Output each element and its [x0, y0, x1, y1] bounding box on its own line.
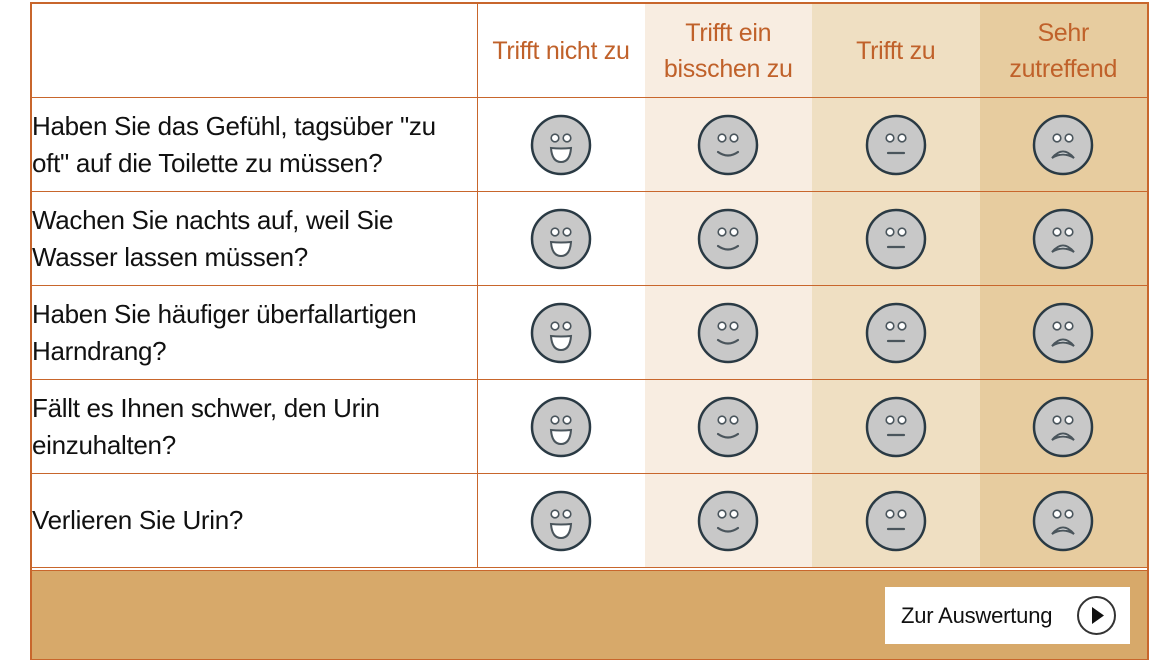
smiling-face-icon[interactable]: [697, 490, 759, 552]
column-header-trifft-nicht-zu: Trifft nicht zu: [477, 4, 645, 98]
header-blank-cell: [32, 4, 478, 98]
question-text: Haben Sie das Gefühl, tagsüber "zu oft" …: [32, 97, 478, 192]
question-text: Haben Sie häufiger überfallartigen Harnd…: [32, 285, 478, 380]
option-sehr-zutreffend[interactable]: [979, 473, 1147, 568]
question-row: Haben Sie häufiger überfallartigen Harnd…: [32, 285, 1147, 380]
laughing-face-icon[interactable]: [530, 396, 592, 458]
smiling-face-icon[interactable]: [697, 208, 759, 270]
question-row: Wachen Sie nachts auf, weil Sie Wasser l…: [32, 191, 1147, 286]
neutral-face-icon[interactable]: [865, 302, 927, 364]
laughing-face-icon[interactable]: [530, 490, 592, 552]
question-text: Fällt es Ihnen schwer, den Urin einzuhal…: [32, 379, 478, 474]
option-trifft-zu[interactable]: [812, 379, 980, 474]
option-trifft-ein-bisschen-zu[interactable]: [644, 97, 812, 192]
option-trifft-zu[interactable]: [812, 191, 980, 286]
laughing-face-icon[interactable]: [530, 114, 592, 176]
laughing-face-icon[interactable]: [530, 208, 592, 270]
question-row: Verlieren Sie Urin?: [32, 473, 1147, 568]
question-row: Fällt es Ihnen schwer, den Urin einzuhal…: [32, 379, 1147, 474]
option-trifft-nicht-zu[interactable]: [477, 191, 645, 286]
option-sehr-zutreffend[interactable]: [979, 191, 1147, 286]
question-text: Verlieren Sie Urin?: [32, 473, 478, 568]
laughing-face-icon[interactable]: [530, 302, 592, 364]
sad-face-icon[interactable]: [1032, 490, 1094, 552]
sad-face-icon[interactable]: [1032, 396, 1094, 458]
question-row: Haben Sie das Gefühl, tagsüber "zu oft" …: [32, 97, 1147, 192]
option-trifft-nicht-zu[interactable]: [477, 97, 645, 192]
neutral-face-icon[interactable]: [865, 490, 927, 552]
header-row: Trifft nicht zu Trifft ein bisschen zu T…: [32, 4, 1147, 98]
neutral-face-icon[interactable]: [865, 114, 927, 176]
option-trifft-nicht-zu[interactable]: [477, 379, 645, 474]
neutral-face-icon[interactable]: [865, 208, 927, 270]
column-header-trifft-ein-bisschen-zu: Trifft ein bisschen zu: [644, 4, 812, 98]
question-text: Wachen Sie nachts auf, weil Sie Wasser l…: [32, 191, 478, 286]
option-trifft-zu[interactable]: [812, 285, 980, 380]
option-trifft-ein-bisschen-zu[interactable]: [644, 285, 812, 380]
neutral-face-icon[interactable]: [865, 396, 927, 458]
column-header-label: Sehr zutreffend: [1009, 18, 1118, 83]
smiling-face-icon[interactable]: [697, 302, 759, 364]
sad-face-icon[interactable]: [1032, 208, 1094, 270]
smiling-face-icon[interactable]: [697, 396, 759, 458]
option-trifft-nicht-zu[interactable]: [477, 285, 645, 380]
option-sehr-zutreffend[interactable]: [979, 285, 1147, 380]
option-trifft-zu[interactable]: [812, 97, 980, 192]
option-trifft-ein-bisschen-zu[interactable]: [644, 473, 812, 568]
column-header-label: Trifft ein bisschen zu: [663, 18, 793, 83]
sad-face-icon[interactable]: [1032, 114, 1094, 176]
column-header-sehr-zutreffend: Sehr zutreffend: [979, 4, 1147, 98]
zur-auswertung-label: Zur Auswertung: [901, 602, 1053, 628]
zur-auswertung-button[interactable]: Zur Auswertung: [885, 587, 1130, 644]
play-circle-icon: [1077, 596, 1116, 635]
survey-table: Trifft nicht zu Trifft ein bisschen zu T…: [32, 4, 1147, 568]
option-trifft-zu[interactable]: [812, 473, 980, 568]
footer-bar: Zur Auswertung: [32, 570, 1147, 659]
option-trifft-ein-bisschen-zu[interactable]: [644, 191, 812, 286]
option-sehr-zutreffend[interactable]: [979, 379, 1147, 474]
smiling-face-icon[interactable]: [697, 114, 759, 176]
column-header-trifft-zu: Trifft zu: [812, 4, 980, 98]
survey-frame: Trifft nicht zu Trifft ein bisschen zu T…: [30, 2, 1149, 660]
sad-face-icon[interactable]: [1032, 302, 1094, 364]
option-sehr-zutreffend[interactable]: [979, 97, 1147, 192]
option-trifft-ein-bisschen-zu[interactable]: [644, 379, 812, 474]
option-trifft-nicht-zu[interactable]: [477, 473, 645, 568]
